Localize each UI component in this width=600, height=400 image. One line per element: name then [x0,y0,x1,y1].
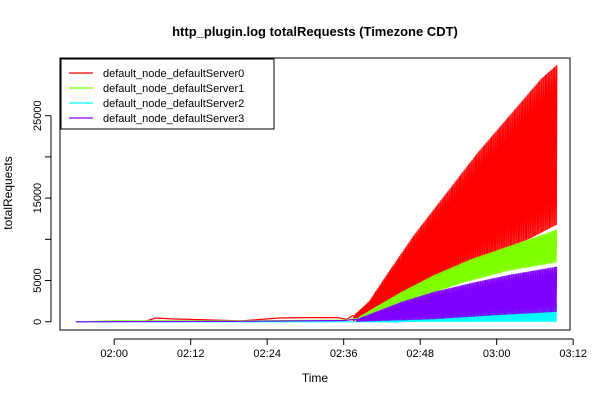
legend-box [60,58,275,130]
x-tick-label: 03:00 [483,348,511,360]
x-axis-label: Time [302,371,329,385]
x-tick-label: 02:24 [253,348,281,360]
series-band-default-node-defaultserver3 [355,266,558,322]
legend: default_node_defaultServer0 default_node_… [60,58,275,130]
y-axis-label: totalRequests [1,156,15,229]
y-tick-label: 25000 [32,100,44,131]
x-tick-label: 02:48 [406,348,434,360]
series-baseline-default-node-defaultserver3 [75,318,357,323]
x-tick-label: 02:12 [177,348,205,360]
legend-label: default_node_defaultServer1 [103,83,244,95]
legend-label: default_node_defaultServer0 [103,68,244,80]
y-tick-label: 0 [32,319,44,325]
series-band-default-node-defaultserver1 [355,229,558,322]
series-baseline-default-node-defaultserver0 [75,314,354,323]
x-tick-label: 03:12 [559,348,587,360]
legend-label: default_node_defaultServer2 [103,98,244,110]
y-tick-label: 5000 [32,268,44,292]
plot-frame [59,57,571,331]
series-band-default-node-defaultserver0 [352,64,558,322]
chart-title: http_plugin.log totalRequests (Timezone … [172,24,458,39]
y-tick-label: 15000 [32,183,44,214]
x-tick-label: 02:00 [100,348,128,360]
legend-label: default_node_defaultServer3 [103,113,244,125]
x-tick-label: 02:36 [330,348,358,360]
axes-layer: 02:00 02:12 02:24 02:36 02:48 03:00 03:12 0 5000… [32,100,587,360]
series-layer [75,64,558,324]
